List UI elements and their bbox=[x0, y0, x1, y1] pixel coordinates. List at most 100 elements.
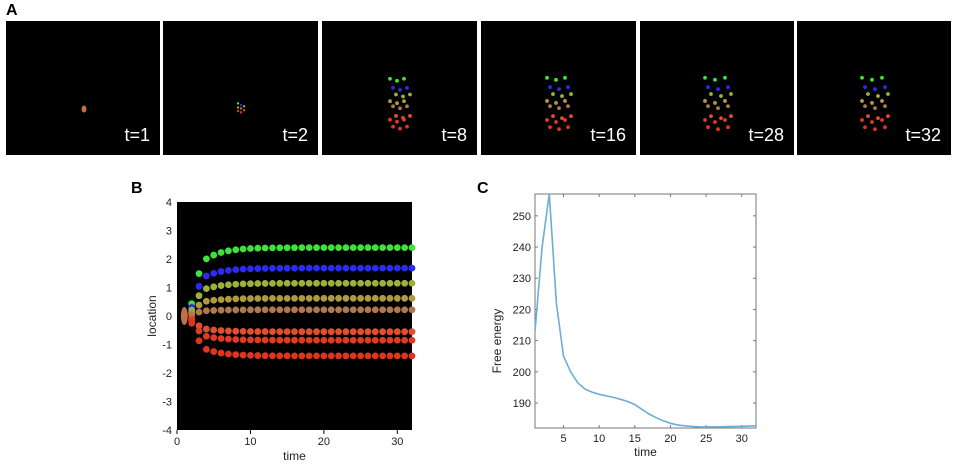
cell-red-2 bbox=[860, 118, 864, 122]
cell-red-1 bbox=[876, 116, 880, 121]
dot-red-2 bbox=[291, 336, 298, 344]
frame-8-cells bbox=[388, 76, 412, 131]
cell-blue bbox=[239, 103, 243, 107]
dot-khaki bbox=[261, 295, 269, 302]
cell-red-2 bbox=[713, 120, 717, 124]
dot-olive bbox=[349, 279, 357, 287]
dot-red-2 bbox=[313, 336, 320, 344]
cell-red-1 bbox=[242, 109, 246, 112]
dot-red-2 bbox=[254, 336, 262, 344]
dot-blue bbox=[202, 272, 210, 280]
cell-green bbox=[395, 78, 399, 83]
cell-red-2 bbox=[703, 118, 707, 122]
dot-red-3 bbox=[342, 352, 350, 360]
dot-green bbox=[357, 244, 364, 252]
dot-olive bbox=[364, 279, 372, 287]
cell-red-1 bbox=[729, 114, 733, 119]
cell-red-2 bbox=[880, 118, 884, 122]
dot-olive bbox=[320, 279, 328, 287]
cell-khaki bbox=[860, 99, 864, 103]
dot-green bbox=[305, 244, 313, 252]
dot-green bbox=[371, 244, 379, 252]
dot-green bbox=[283, 244, 291, 252]
frame-label: t=32 bbox=[905, 125, 941, 145]
dot-khaki bbox=[269, 294, 276, 302]
cell-khaki bbox=[723, 99, 727, 103]
cell-olive bbox=[569, 92, 573, 96]
dot-blue bbox=[210, 269, 218, 277]
x-tick-label: 20 bbox=[664, 433, 676, 445]
panel-b-letter: B bbox=[131, 180, 143, 197]
y-tick-label: -4 bbox=[162, 425, 172, 437]
x-tick-label: 30 bbox=[391, 436, 403, 448]
dot-red-1 bbox=[210, 326, 218, 334]
cell-red-1 bbox=[709, 114, 713, 119]
free-energy-line bbox=[534, 193, 757, 428]
cell-blue bbox=[726, 85, 730, 90]
dot-green bbox=[261, 244, 269, 252]
dot-olive bbox=[239, 280, 247, 288]
cell-red-3 bbox=[883, 125, 887, 130]
dot-red-3 bbox=[327, 352, 335, 360]
dot-red-1 bbox=[195, 322, 203, 330]
y-tick-label: -2 bbox=[162, 368, 172, 380]
dot-khaki bbox=[247, 295, 254, 302]
dot-red-2 bbox=[393, 336, 401, 344]
x-axis-label: time bbox=[283, 449, 306, 463]
dot-olive bbox=[408, 279, 416, 287]
frame-label: t=2 bbox=[282, 125, 308, 145]
dot-khaki bbox=[283, 294, 291, 302]
dot-olive bbox=[386, 279, 394, 287]
dot-khaki bbox=[217, 296, 225, 303]
dot-khaki bbox=[364, 294, 372, 302]
dot-tan bbox=[298, 306, 306, 314]
dot-red-2 bbox=[210, 334, 218, 341]
cell-tan bbox=[557, 106, 561, 111]
cell-khaki bbox=[713, 101, 717, 105]
dot-green bbox=[327, 244, 335, 252]
dot-red-2 bbox=[342, 336, 350, 344]
dot-olive bbox=[327, 279, 335, 287]
dot-tan bbox=[202, 307, 210, 315]
dot-green bbox=[247, 245, 254, 252]
dot-khaki bbox=[239, 295, 247, 303]
dot-red-3 bbox=[225, 350, 232, 358]
cell-blue bbox=[548, 85, 552, 90]
dot-red-2 bbox=[239, 336, 247, 344]
dot-tan bbox=[320, 306, 328, 314]
dot-blue bbox=[261, 265, 269, 272]
cell-tan bbox=[239, 107, 243, 110]
frame-16: t=16 bbox=[481, 21, 636, 155]
frame-2: t=2 bbox=[163, 21, 318, 155]
cell-olive bbox=[560, 94, 564, 98]
dot-khaki bbox=[254, 295, 262, 302]
dot-olive bbox=[217, 282, 225, 289]
dot-red-1 bbox=[261, 328, 269, 335]
dot-red-1 bbox=[342, 328, 350, 336]
dot-olive bbox=[276, 279, 284, 287]
dot-red-3 bbox=[371, 352, 379, 360]
cell-green bbox=[860, 75, 864, 80]
dot-tan bbox=[379, 306, 387, 314]
cell-olive bbox=[394, 92, 398, 97]
cell-red-2 bbox=[388, 117, 392, 122]
dot-green bbox=[401, 244, 409, 252]
cell-olive bbox=[709, 92, 713, 96]
cell-green bbox=[880, 75, 884, 80]
cell-red-1 bbox=[394, 114, 398, 118]
dot-green bbox=[349, 244, 357, 252]
dot-red-2 bbox=[305, 336, 313, 344]
dot-green bbox=[254, 244, 262, 252]
x-tick-label: 5 bbox=[560, 433, 566, 445]
dot-blue bbox=[247, 265, 254, 273]
dot-blue bbox=[291, 264, 298, 272]
dot-blue bbox=[379, 264, 387, 272]
dot-khaki bbox=[291, 294, 298, 302]
frame-label: t=16 bbox=[590, 125, 626, 145]
dot-red-1 bbox=[327, 328, 335, 336]
cell-red-2 bbox=[870, 120, 874, 124]
cell-red-3 bbox=[557, 127, 561, 132]
cell-red-3 bbox=[706, 125, 710, 130]
dot-red-2 bbox=[225, 335, 232, 343]
panel-c-letter: C bbox=[477, 180, 489, 197]
